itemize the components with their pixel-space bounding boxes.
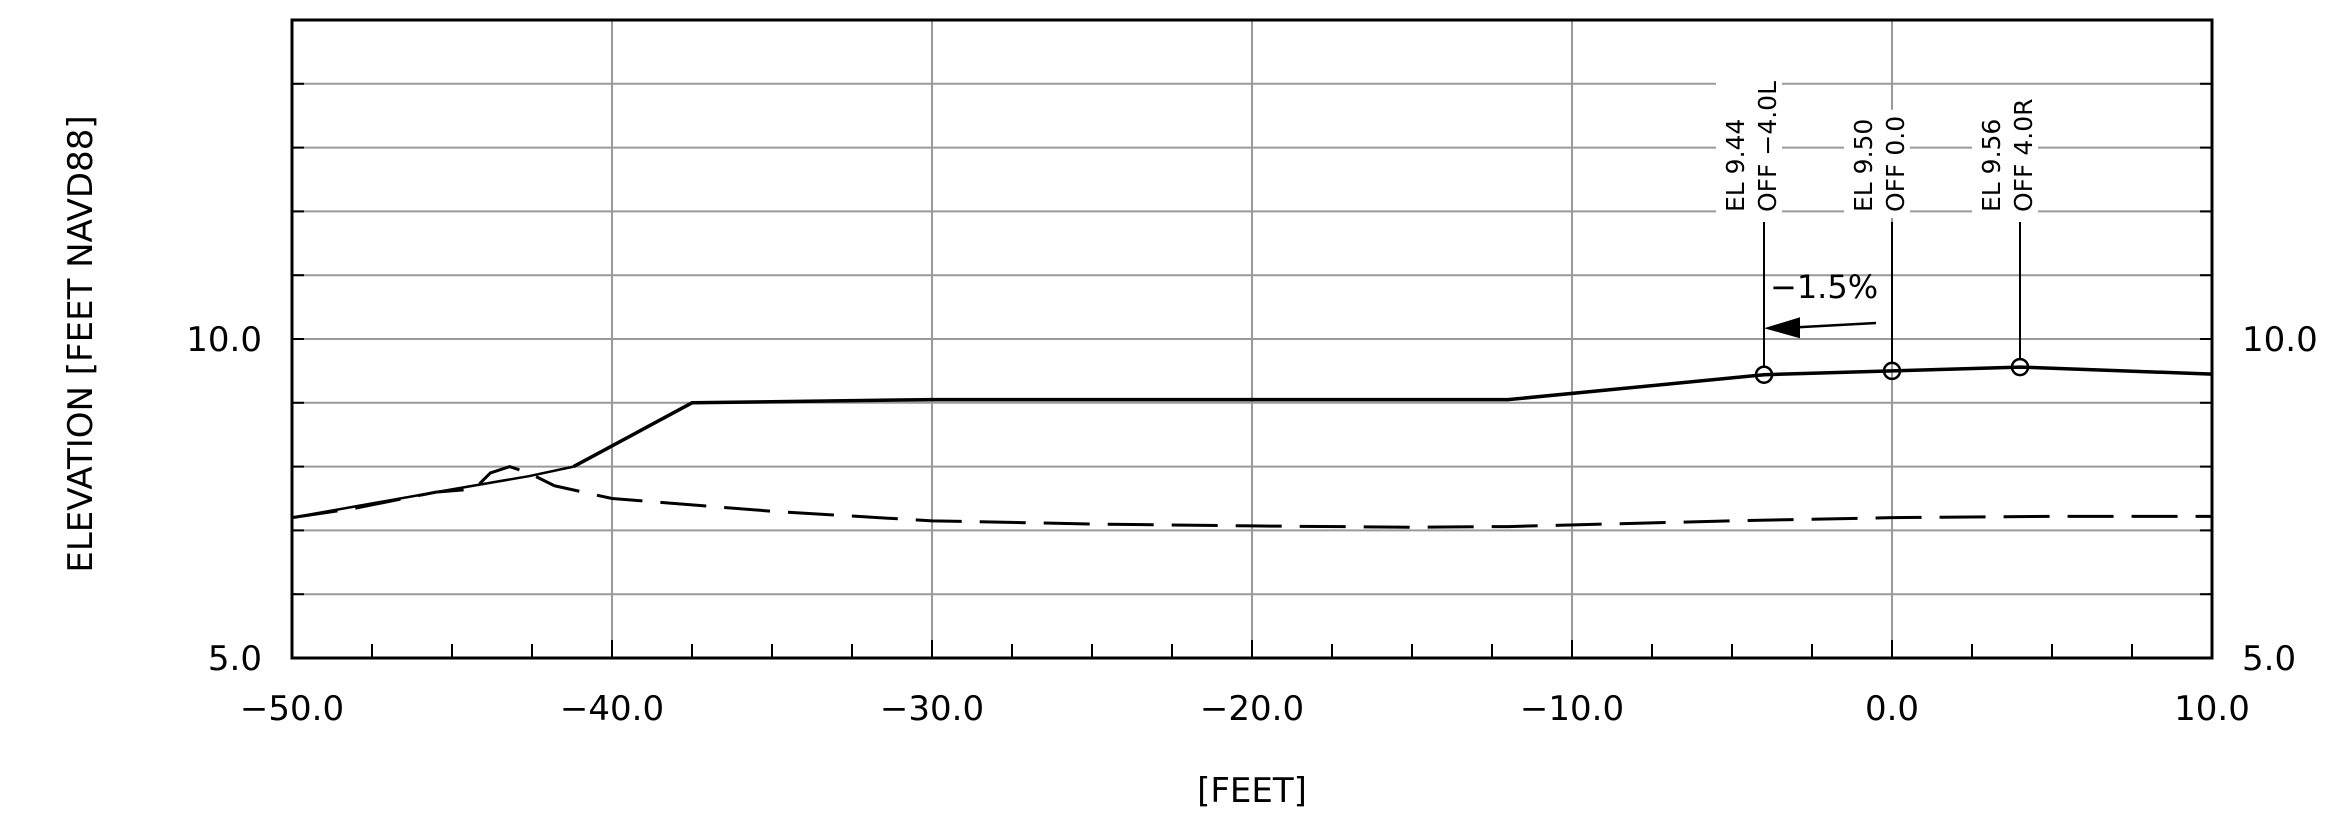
x-axis-title: [FEET] (1197, 771, 1307, 811)
slope-arrow-shaft (1797, 321, 1877, 329)
callout-label-background (1972, 92, 2038, 218)
callout-label: EL 9.44 OFF −4.0L (1716, 74, 1782, 218)
callout-elevation-text: EL 9.44 (1721, 119, 1750, 212)
labels: −50.0 −40.0 −30.0 −20.0 −10.0 0.0 10.0 5.0 10.0 5… (186, 320, 2317, 729)
callout-label-background (1716, 74, 1782, 218)
callout-offset-text: OFF −4.0L (1753, 81, 1782, 212)
y-tick-label-left: 10.0 (186, 320, 262, 360)
callout-label-background (1844, 109, 1910, 218)
callout-label: EL 9.56 OFF 4.0R (1972, 92, 2038, 218)
callout-label: EL 9.50 OFF 0.0 (1844, 109, 1910, 218)
x-tick-label: −20.0 (1200, 689, 1304, 729)
x-tick-label: −10.0 (1520, 689, 1624, 729)
series-line-solid (572, 365, 2213, 469)
slope-label: −1.5% (1770, 268, 1878, 306)
callout-elevation-text: EL 9.50 (1849, 119, 1878, 212)
callout-offset-text: OFF 4.0R (2009, 98, 2038, 212)
x-tick-label: −40.0 (560, 689, 664, 729)
x-tick-label: 10.0 (2174, 689, 2250, 729)
x-tick-label: 0.0 (1865, 689, 1919, 729)
y-tick-label-right: 5.0 (2242, 639, 2296, 679)
slope-arrowhead (1764, 317, 1800, 339)
x-tick-label: −30.0 (880, 689, 984, 729)
x-tick-label: −50.0 (240, 689, 344, 729)
callout-offset-text: OFF 0.0 (1881, 116, 1910, 212)
y-tick-label-left: 5.0 (208, 639, 262, 679)
axes (290, 18, 2214, 660)
grid (292, 20, 2212, 658)
series-line-solid-thin (291, 465, 574, 519)
callout-elevation-text: EL 9.56 (1977, 119, 2006, 212)
series-layer (291, 365, 2213, 529)
callout-layer: EL 9.44 OFF −4.0L EL 9.50 OFF 0.0 EL 9.56 OFF… (1716, 74, 2038, 384)
y-axis-title: ELEVATION [FEET NAVD88] (61, 115, 101, 572)
y-tick-label-right: 10.0 (2242, 320, 2318, 360)
plot-frame (290, 18, 2214, 660)
